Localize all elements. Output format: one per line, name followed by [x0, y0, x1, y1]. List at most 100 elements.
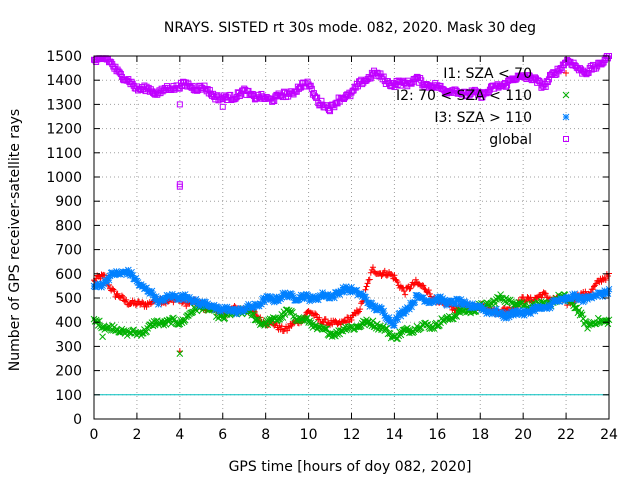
- x-tick-label: 10: [300, 427, 318, 443]
- data-point: [524, 307, 531, 315]
- series-2: [90, 266, 613, 329]
- data-point: [305, 293, 312, 301]
- data-point: [511, 307, 518, 314]
- data-point: [348, 283, 355, 291]
- data-point: [349, 288, 356, 296]
- x-axis-label: GPS time [hours of doy 082, 2020]: [229, 459, 472, 475]
- data-point: [279, 314, 287, 321]
- data-point: [457, 296, 465, 303]
- data-point: [100, 271, 107, 278]
- data-point: [393, 314, 400, 321]
- data-point: [357, 306, 364, 313]
- data-point: [300, 295, 308, 303]
- y-tick-label: 1400: [46, 73, 82, 89]
- x-tick-label: 8: [261, 427, 270, 443]
- data-point: [542, 290, 549, 297]
- legend-item: I3: SZA > 110: [434, 110, 570, 126]
- data-point: [593, 280, 600, 287]
- data-point: [118, 292, 125, 299]
- legend-marker: [563, 136, 569, 142]
- data-point: [501, 310, 509, 318]
- y-tick-label: 0: [73, 412, 82, 428]
- data-point: [152, 293, 160, 300]
- data-point: [383, 272, 390, 279]
- data-point: [538, 294, 545, 301]
- data-point: [295, 296, 303, 303]
- data-point: [254, 316, 262, 324]
- data-point: [97, 275, 104, 282]
- data-point: [119, 293, 126, 300]
- x-tick-label: 24: [600, 427, 618, 443]
- data-point: [391, 272, 398, 279]
- data-point: [425, 287, 432, 294]
- data-point: [319, 289, 326, 297]
- data-point: [571, 304, 579, 312]
- data-point: [263, 317, 271, 324]
- data-point: [306, 317, 314, 325]
- data-point: [363, 283, 370, 290]
- data-point: [188, 296, 195, 303]
- legend: I1: SZA < 70 I2: 70 < SZA < 110 I3: SZA > …: [396, 66, 570, 148]
- legend-label: I2: 70 < SZA < 110: [396, 88, 532, 104]
- data-point: [531, 307, 539, 315]
- data-point: [289, 309, 296, 316]
- data-point: [167, 320, 175, 328]
- data-point: [394, 316, 401, 323]
- data-point: [322, 316, 329, 323]
- data-point: [106, 272, 114, 280]
- x-tick-label: 12: [343, 427, 361, 443]
- data-point: [349, 312, 356, 319]
- data-point: [348, 316, 355, 323]
- data-point: [155, 301, 162, 308]
- data-point: [547, 303, 555, 310]
- x-tick-label: 18: [471, 427, 489, 443]
- data-point: [340, 288, 348, 296]
- data-point: [413, 73, 420, 80]
- data-point: [316, 314, 323, 321]
- data-point: [124, 266, 132, 274]
- data-point: [505, 313, 513, 321]
- data-point: [362, 286, 369, 293]
- data-point: [411, 298, 419, 306]
- data-point: [545, 301, 553, 309]
- series-3: [91, 53, 612, 190]
- data-point: [443, 302, 451, 309]
- data-point: [235, 308, 243, 315]
- data-point: [339, 284, 347, 291]
- data-point: [382, 325, 390, 332]
- data-point: [114, 290, 121, 297]
- data-point: [593, 65, 600, 72]
- data-point: [578, 293, 586, 301]
- data-point: [519, 307, 527, 314]
- data-point: [391, 322, 398, 329]
- data-point: [318, 97, 325, 104]
- data-point: [498, 308, 506, 316]
- legend-marker: [562, 91, 570, 99]
- data-point: [357, 290, 365, 297]
- data-point: [193, 297, 201, 305]
- data-point: [395, 332, 403, 340]
- data-point: [394, 279, 401, 286]
- data-point: [552, 71, 559, 78]
- legend-item: I2: 70 < SZA < 110: [396, 88, 570, 104]
- y-tick-label: 500: [55, 291, 82, 307]
- y-tick-label: 600: [55, 267, 82, 283]
- data-point: [491, 307, 499, 315]
- data-point: [366, 276, 373, 283]
- legend-item: global: [489, 132, 569, 148]
- data-point: [435, 298, 442, 306]
- y-tick-label: 1300: [46, 97, 82, 113]
- data-point: [593, 292, 601, 299]
- data-point: [195, 299, 203, 306]
- legend-marker: [562, 113, 570, 121]
- data-point: [373, 320, 381, 328]
- data-point: [456, 300, 464, 308]
- data-point: [327, 108, 334, 115]
- data-point: [421, 285, 428, 292]
- data-point: [307, 82, 314, 89]
- y-axis-label: Number of GPS receiver-satellite rays: [7, 109, 23, 371]
- data-point: [407, 285, 414, 292]
- y-tick-label: 300: [55, 339, 82, 355]
